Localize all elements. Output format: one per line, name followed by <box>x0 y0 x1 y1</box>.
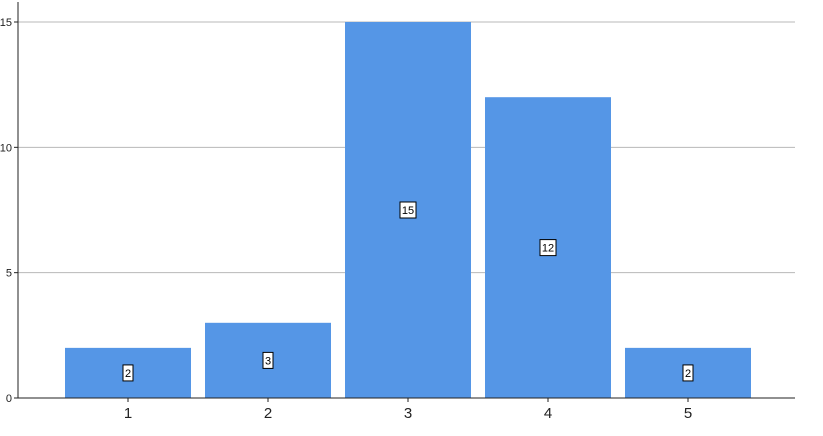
data-label-box <box>682 364 694 382</box>
y-tick-label: 15 <box>0 17 12 29</box>
data-labels: 2 3 15 12 2 <box>122 201 694 382</box>
data-label-box <box>122 364 134 382</box>
y-tick-label: 5 <box>6 268 12 280</box>
y-tick-label: 10 <box>0 142 12 154</box>
data-label-box <box>399 201 417 219</box>
y-tick-label: 0 <box>6 393 12 405</box>
data-label: 12 <box>542 243 554 255</box>
data-label-box <box>262 351 274 369</box>
x-tick-label: 5 <box>684 405 692 422</box>
data-label: 2 <box>125 368 131 380</box>
data-label: 15 <box>402 205 414 217</box>
data-label: 2 <box>685 368 691 380</box>
data-label-box <box>539 239 557 257</box>
x-tick-label: 2 <box>264 405 272 422</box>
x-tick-label: 3 <box>404 405 412 422</box>
data-label: 3 <box>265 355 271 367</box>
x-tick-label: 1 <box>124 405 132 422</box>
x-tick-label: 4 <box>544 405 552 422</box>
